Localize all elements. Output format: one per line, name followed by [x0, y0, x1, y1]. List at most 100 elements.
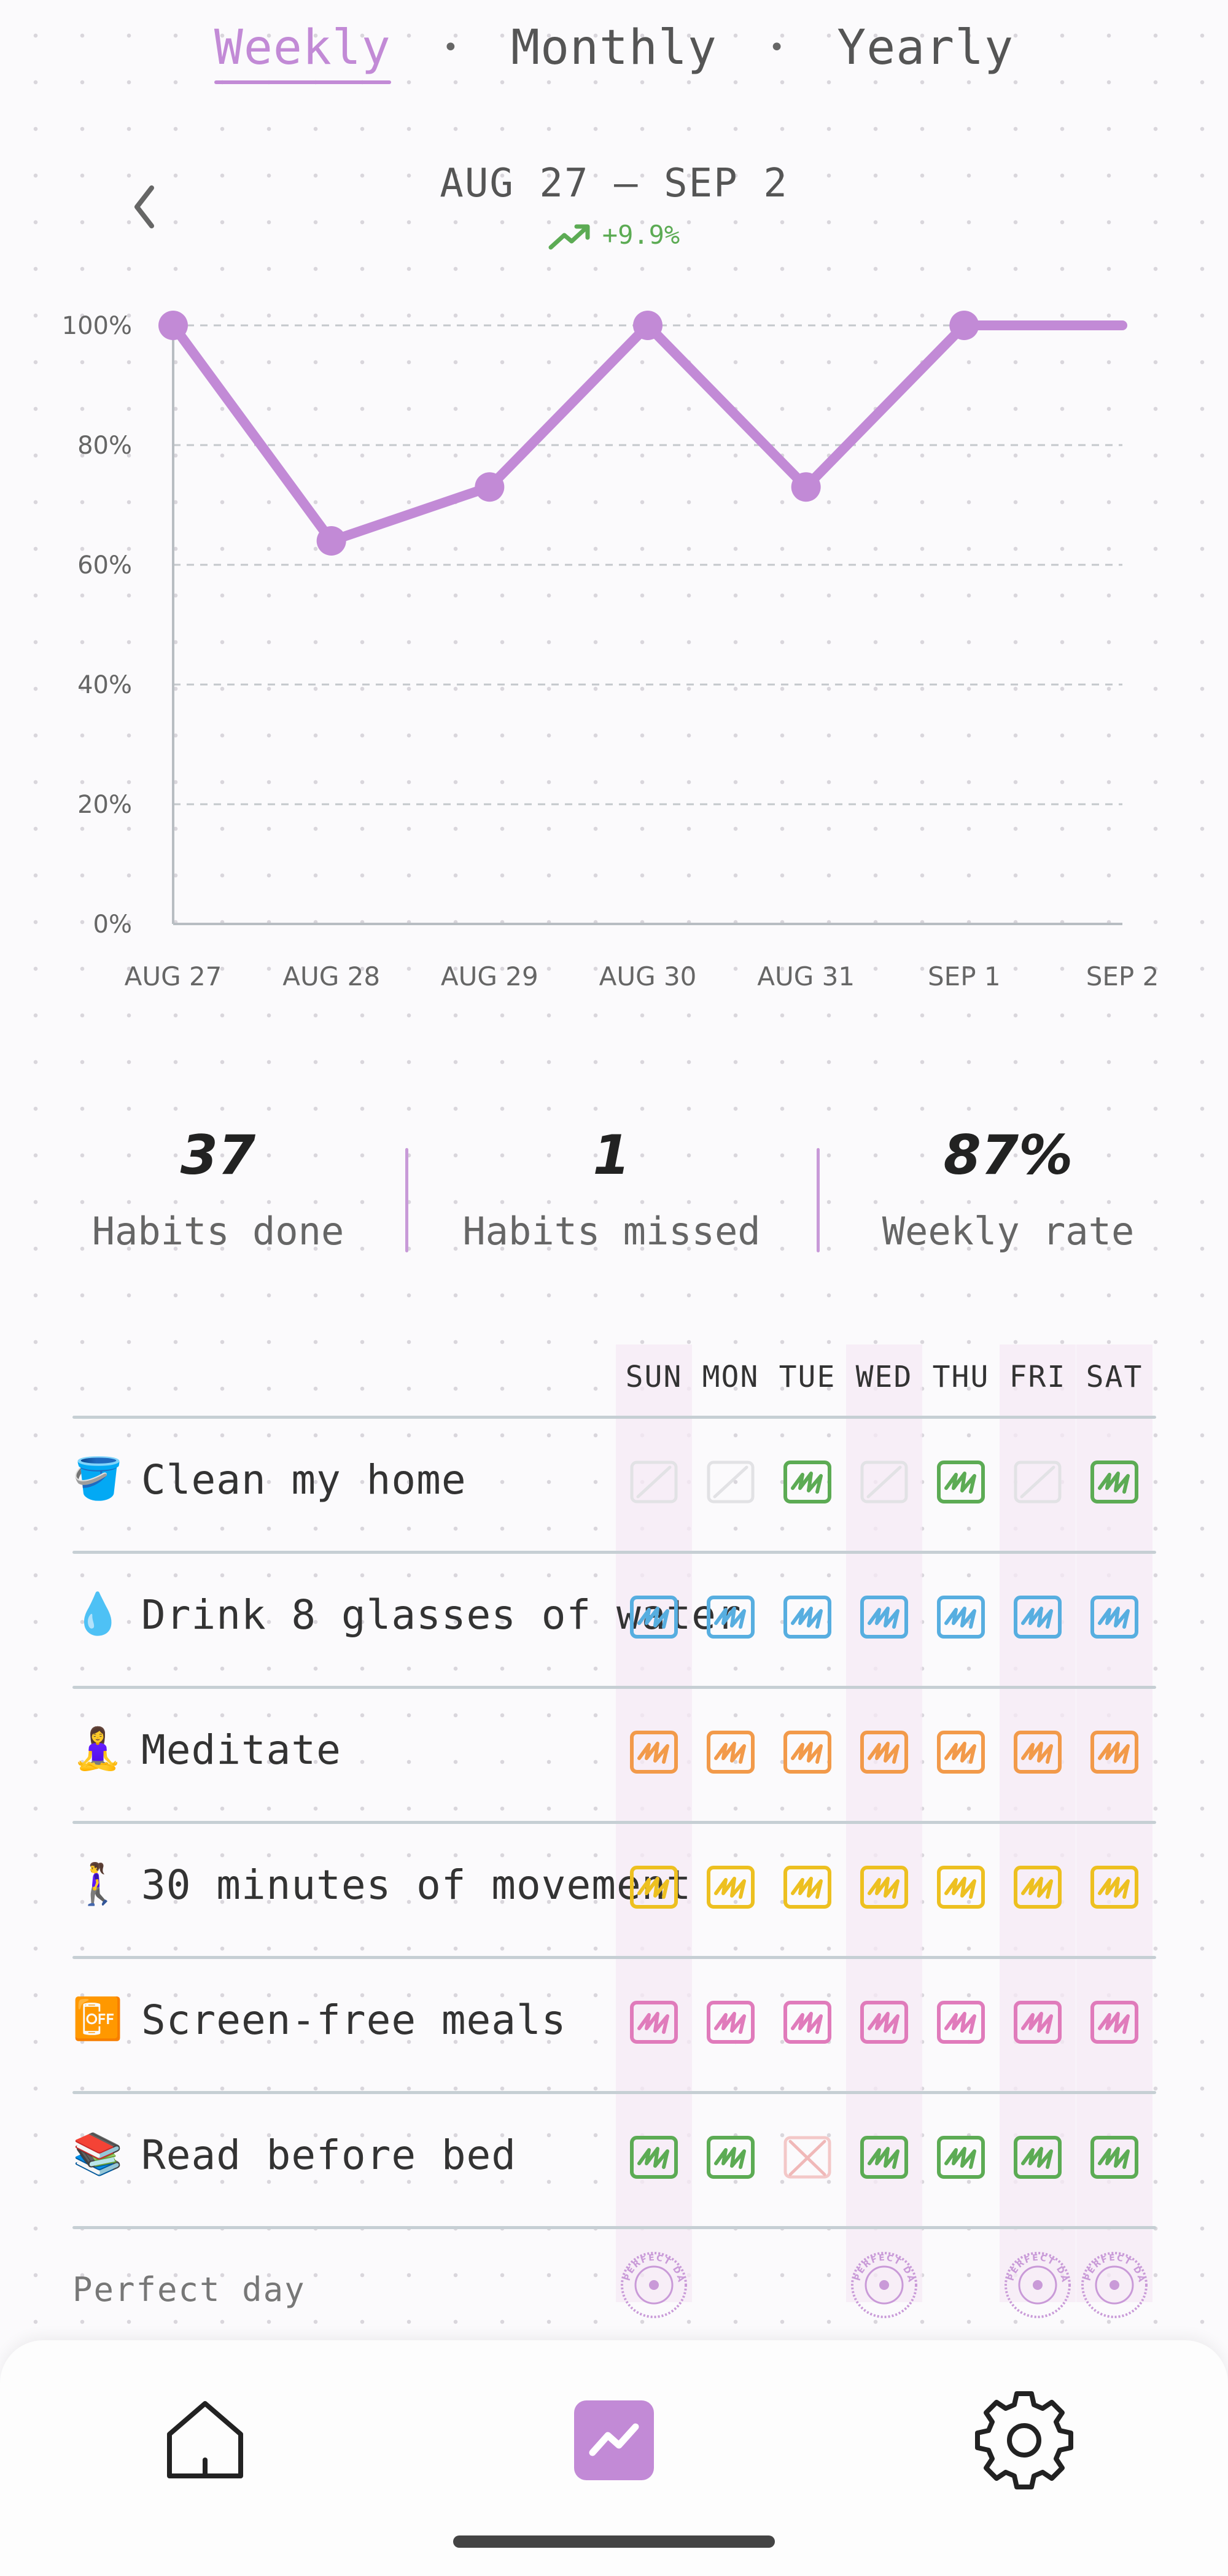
habit-checkbox-empty[interactable] — [858, 1456, 910, 1508]
row-divider — [72, 1416, 1156, 1419]
habit-name[interactable]: Meditate — [141, 1726, 341, 1774]
stat-weekly-rate: 87% Weekly rate — [836, 1123, 1180, 1254]
habit-checkbox-empty[interactable] — [705, 1456, 756, 1508]
habit-checkbox-done[interactable] — [858, 2132, 910, 2183]
data-point — [791, 472, 821, 502]
habit-checkbox-done[interactable] — [1012, 1591, 1063, 1643]
habit-checkbox-missed[interactable] — [782, 2132, 833, 2183]
day-header-sat: SAT — [1086, 1360, 1143, 1394]
stat-value: 87% — [943, 1123, 1073, 1187]
row-divider — [72, 1821, 1156, 1824]
stat-label: Habits missed — [462, 1209, 761, 1254]
perfect-day-stamp: PERFECT DAY — [614, 2242, 690, 2321]
habit-checkbox-done[interactable] — [782, 1456, 833, 1508]
habit-checkbox-done[interactable] — [858, 1861, 910, 1913]
habit-checkbox-done[interactable] — [1012, 1861, 1063, 1913]
habit-checkbox-done[interactable] — [782, 1861, 833, 1913]
row-divider — [72, 2226, 1156, 2229]
completion-line-chart: 0% 20% 40% 60% 80% 100% AUG 27 AUG 28 AUG 29 AUG … — [62, 311, 1159, 991]
stat-value: 37 — [180, 1123, 256, 1187]
row-divider — [72, 1551, 1156, 1554]
habit-checkbox-done[interactable] — [935, 2132, 987, 2183]
x-tick-label: SEP 1 — [928, 961, 1001, 991]
stat-divider — [817, 1148, 820, 1252]
habit-name[interactable]: Screen-free meals — [141, 1996, 567, 2044]
habit-checkbox-done[interactable] — [1012, 1726, 1063, 1778]
habit-checkbox-done[interactable] — [782, 1996, 833, 2048]
habit-checkbox-done[interactable] — [1012, 2132, 1063, 2183]
data-point — [316, 526, 346, 556]
gear-icon[interactable] — [975, 2391, 1073, 2489]
y-tick-label: 60% — [77, 551, 132, 580]
habit-row: 📚 Read before bed — [72, 2091, 1156, 2226]
habit-checkbox-done[interactable] — [935, 1456, 987, 1508]
habit-checkbox-done[interactable] — [858, 1996, 910, 2048]
habit-checkbox-done[interactable] — [1089, 1456, 1140, 1508]
weekly-stats: 37 Habits done 1 Habits missed 87% Weekl… — [0, 1123, 1228, 1283]
chevron-left-icon[interactable] — [126, 179, 163, 235]
day-header-wed: WED — [855, 1360, 913, 1394]
day-header-thu: THU — [932, 1360, 990, 1394]
habit-checkbox-done[interactable] — [705, 1996, 756, 2048]
habit-checkbox-done[interactable] — [628, 1861, 680, 1913]
y-tick-label: 20% — [77, 791, 132, 819]
habit-checkbox-done[interactable] — [935, 1726, 987, 1778]
x-tick-label: AUG 31 — [757, 961, 855, 991]
habit-row: 🧘‍♀️ Meditate — [72, 1686, 1156, 1821]
perfect-day-label: Perfect day — [72, 2270, 306, 2309]
habit-checkbox-done[interactable] — [1012, 1996, 1063, 2048]
habit-checkbox-done[interactable] — [705, 1591, 756, 1643]
habit-checkbox-done[interactable] — [858, 1726, 910, 1778]
habit-name[interactable]: Read before bed — [141, 2132, 517, 2179]
tab-weekly[interactable]: Weekly — [214, 20, 391, 84]
habit-checkbox-done[interactable] — [1089, 1996, 1140, 2048]
habit-checkbox-done[interactable] — [935, 1861, 987, 1913]
habit-name[interactable]: Clean my home — [141, 1456, 467, 1503]
stat-divider — [405, 1148, 408, 1252]
trend-up-icon — [548, 224, 590, 249]
habit-checkbox-done[interactable] — [628, 1726, 680, 1778]
habit-checkbox-done[interactable] — [705, 1726, 756, 1778]
habit-emoji: 🪣 — [72, 1455, 123, 1502]
stat-label: Weekly rate — [882, 1209, 1135, 1254]
habit-checkbox-done[interactable] — [935, 1996, 987, 2048]
x-tick-label: AUG 30 — [599, 961, 697, 991]
data-point — [475, 472, 505, 502]
home-indicator — [453, 2535, 775, 2548]
tab-monthly[interactable]: Monthly — [511, 20, 717, 76]
stat-habits-done: 37 Habits done — [46, 1123, 390, 1254]
habit-row: 📴 Screen-free meals — [72, 1956, 1156, 2091]
habit-checkbox-done[interactable] — [1089, 2132, 1140, 2183]
data-point — [633, 311, 663, 340]
habit-checkbox-done[interactable] — [628, 1996, 680, 2048]
tab-yearly[interactable]: Yearly — [837, 20, 1014, 76]
habit-checkbox-done[interactable] — [628, 2132, 680, 2183]
habit-row: 🚶‍♀️ 30 minutes of movement — [72, 1821, 1156, 1956]
habit-checkbox-done[interactable] — [705, 1861, 756, 1913]
habit-checkbox-done[interactable] — [782, 1591, 833, 1643]
habit-checkbox-empty[interactable] — [1012, 1456, 1063, 1508]
stats-nav-button[interactable] — [565, 2391, 663, 2489]
row-divider — [72, 1956, 1156, 1959]
habit-checkbox-done[interactable] — [628, 1591, 680, 1643]
habit-checkbox-done[interactable] — [935, 1591, 987, 1643]
rate-change-value: +9.9% — [602, 220, 680, 250]
data-point — [949, 311, 979, 340]
series-line — [168, 320, 1127, 546]
x-tick-label: SEP 2 — [1086, 961, 1159, 991]
habit-checkbox-done[interactable] — [858, 1591, 910, 1643]
habit-checkbox-done[interactable] — [1089, 1726, 1140, 1778]
y-tick-label: 0% — [93, 910, 132, 939]
habit-checkbox-empty[interactable] — [628, 1456, 680, 1508]
y-tick-label: 100% — [62, 312, 132, 340]
habit-checkbox-done[interactable] — [1089, 1861, 1140, 1913]
stat-label: Habits done — [91, 1209, 344, 1254]
rate-change: +9.9% — [0, 220, 1228, 251]
habit-checkbox-done[interactable] — [782, 1726, 833, 1778]
x-tick-label: AUG 27 — [125, 961, 222, 991]
habit-name[interactable]: 30 minutes of movement — [141, 1861, 692, 1909]
habit-checkbox-done[interactable] — [705, 2132, 756, 2183]
habit-row: 🪣 Clean my home — [72, 1416, 1156, 1551]
habit-checkbox-done[interactable] — [1089, 1591, 1140, 1643]
home-icon[interactable] — [156, 2391, 254, 2489]
